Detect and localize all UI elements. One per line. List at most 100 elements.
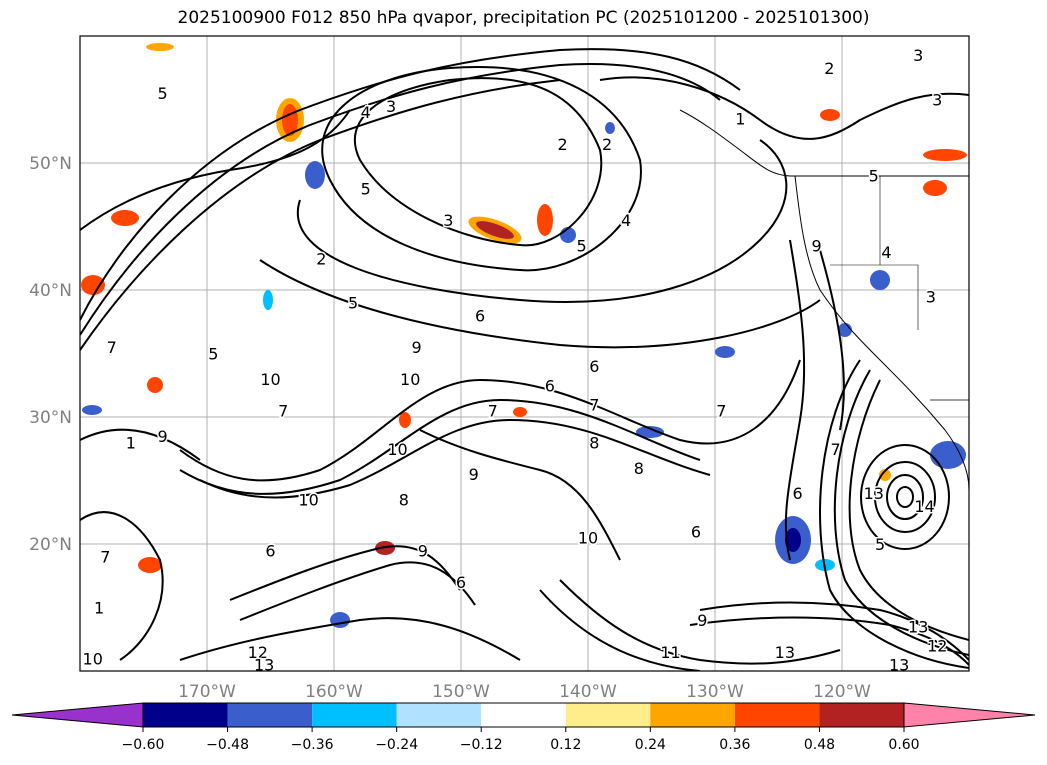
contour-label: 10 <box>298 491 318 510</box>
contour-line <box>229 545 461 601</box>
contour-label: 5 <box>869 167 879 186</box>
contour-label: 7 <box>831 440 841 459</box>
colorbar-tick-label: 0.36 <box>719 737 750 753</box>
precip-positive-blob <box>147 377 163 393</box>
contour-line <box>199 418 711 499</box>
precip-negative-blob <box>870 270 890 290</box>
colorbar-segment <box>481 703 566 727</box>
precip-positive-blob <box>146 43 174 51</box>
contour-line <box>80 109 351 231</box>
contour-label: 5 <box>208 345 218 364</box>
contour-label: 10 <box>578 529 598 548</box>
contour-label: 9 <box>469 465 479 484</box>
colorbar-segment <box>312 703 397 727</box>
precip-negative-blob <box>330 612 350 628</box>
contour-line <box>784 239 806 561</box>
contour-label: 2 <box>558 135 568 154</box>
contour-label: 9 <box>697 611 707 630</box>
contour-line <box>886 474 924 520</box>
contour-line <box>819 359 969 669</box>
colorbar-tick-label: −0.36 <box>291 737 334 753</box>
precip-positive-blob <box>537 204 553 236</box>
contour-label: 7 <box>107 338 117 357</box>
contour-label: 12 <box>248 643 268 662</box>
contour-label: 10 <box>83 649 103 668</box>
contour-line <box>689 616 969 666</box>
contour-label: 2 <box>316 249 326 268</box>
precip-negative-blob <box>715 346 735 358</box>
axis-labels: 170°W 160°W 150°W 140°W 130°W 120°W 20°N 30°N 40… <box>29 154 871 702</box>
contour-label: 4 <box>621 211 631 230</box>
lon-tick-label: 120°W <box>813 682 871 702</box>
contour-line <box>860 444 950 550</box>
contour-label: 2 <box>824 59 834 78</box>
contour-label: 5 <box>577 237 587 256</box>
contour-label: 8 <box>589 433 599 452</box>
precip-positive-blob <box>138 557 162 573</box>
contour-line <box>833 369 969 656</box>
colorbar-tick-label: −0.60 <box>122 737 165 753</box>
contour-label: 10 <box>387 440 407 459</box>
contour-label: 9 <box>812 237 822 256</box>
contour-label: 1 <box>126 433 136 452</box>
contour-label: 1 <box>94 599 104 618</box>
contour-label: 1 <box>735 110 745 129</box>
contour-line <box>539 589 701 671</box>
contour-label: 5 <box>361 179 371 198</box>
lat-tick-label: 20°N <box>29 535 72 555</box>
contour-label: 11 <box>660 643 680 662</box>
contour-label: 7 <box>100 548 110 567</box>
contour-label: 7 <box>278 402 288 421</box>
precip-negative-blob <box>305 161 325 189</box>
contour-line <box>848 379 969 641</box>
colorbar-tick-label: −0.12 <box>460 737 503 753</box>
precip-positive-blob <box>820 109 840 121</box>
qvapor-contours <box>80 48 969 671</box>
contour-line <box>353 77 603 247</box>
colorbar-segment <box>565 703 651 727</box>
contour-label: 6 <box>545 376 555 395</box>
map-title: 2025100900 F012 850 hPa qvapor, precipit… <box>177 8 870 28</box>
contour-label: 3 <box>386 97 396 116</box>
contour-label: 13 <box>864 484 884 503</box>
contour-label: 5 <box>875 535 885 554</box>
colorbar-extend-low <box>11 702 144 728</box>
colorbar-frame <box>142 702 905 728</box>
contour-label: 13 <box>889 656 909 675</box>
colorbar-segment <box>819 703 904 727</box>
contour-line <box>80 63 721 336</box>
colorbar-tick-label: 0.12 <box>550 737 581 753</box>
contour-label: 14 <box>914 497 934 516</box>
colorbar-tick-label: 0.48 <box>804 737 835 753</box>
precip-negative-blob <box>263 290 273 310</box>
contour-label: 13 <box>908 618 928 637</box>
precip-positive-blob <box>111 210 139 226</box>
precip-shading <box>81 43 967 628</box>
coastline <box>679 109 969 177</box>
contour-label: 9 <box>411 338 421 357</box>
contour-label: 7 <box>488 402 498 421</box>
lon-tick-label: 170°W <box>178 682 236 702</box>
precip-positive-blob <box>513 407 527 417</box>
precip-negative-blob <box>785 528 801 552</box>
contour-label: 9 <box>157 427 167 446</box>
contour-line <box>559 579 841 665</box>
contour-label: 6 <box>691 522 701 541</box>
precip-positive-blob <box>399 412 411 428</box>
coastline <box>794 175 969 491</box>
colorbar-segment <box>227 703 313 727</box>
contour-line <box>874 461 936 533</box>
colorbar: −0.60 −0.48 −0.36 −0.24 −0.12 0.12 0.24 0.36 0.4… <box>11 702 1036 753</box>
contour-label: 6 <box>589 357 599 376</box>
precip-positive-blob <box>476 221 514 239</box>
colorbar-tick-label: −0.24 <box>375 737 418 753</box>
contour-line <box>179 617 521 661</box>
contour-line <box>321 66 642 272</box>
precip-positive-blob <box>923 149 967 161</box>
contour-label: 6 <box>456 573 466 592</box>
contour-line <box>896 486 914 508</box>
precip-positive-blob <box>81 275 105 295</box>
map-frame <box>79 35 970 672</box>
colorbar-extend-high <box>903 702 1036 728</box>
